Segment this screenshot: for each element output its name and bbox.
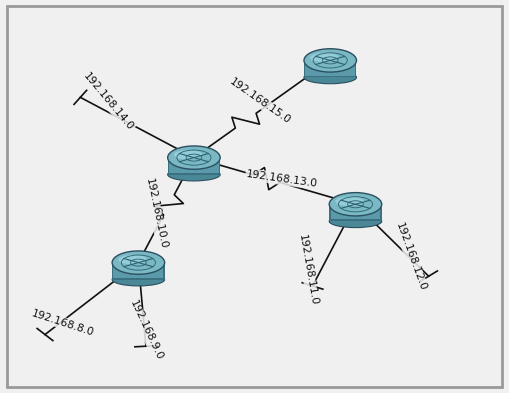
Ellipse shape: [304, 49, 356, 72]
Polygon shape: [305, 64, 355, 75]
Ellipse shape: [329, 193, 382, 216]
Polygon shape: [169, 161, 219, 173]
Polygon shape: [304, 63, 356, 77]
Polygon shape: [114, 266, 163, 278]
Text: 192.168.15.0: 192.168.15.0: [227, 77, 292, 126]
Polygon shape: [112, 265, 164, 279]
Ellipse shape: [112, 273, 164, 286]
Text: 192.168.8.0: 192.168.8.0: [30, 308, 95, 338]
Ellipse shape: [329, 215, 382, 228]
Ellipse shape: [335, 196, 364, 206]
Ellipse shape: [112, 251, 164, 274]
Polygon shape: [167, 160, 220, 174]
Text: 192.168.11.0: 192.168.11.0: [296, 234, 319, 307]
Ellipse shape: [174, 150, 203, 160]
FancyBboxPatch shape: [112, 271, 164, 281]
Polygon shape: [329, 207, 382, 221]
Ellipse shape: [118, 255, 147, 264]
Text: 192.168.13.0: 192.168.13.0: [246, 169, 319, 189]
Ellipse shape: [167, 168, 220, 181]
Text: 192.168.14.0: 192.168.14.0: [81, 70, 135, 132]
Ellipse shape: [304, 71, 356, 84]
FancyBboxPatch shape: [329, 213, 382, 223]
FancyBboxPatch shape: [167, 166, 220, 176]
FancyBboxPatch shape: [304, 68, 356, 79]
Text: 192.168.12.0: 192.168.12.0: [394, 221, 428, 292]
Text: 192.168.9.0: 192.168.9.0: [128, 299, 164, 362]
Ellipse shape: [310, 53, 339, 62]
Text: 192.168.10.0: 192.168.10.0: [144, 178, 168, 250]
Polygon shape: [330, 208, 380, 219]
Ellipse shape: [167, 146, 220, 169]
